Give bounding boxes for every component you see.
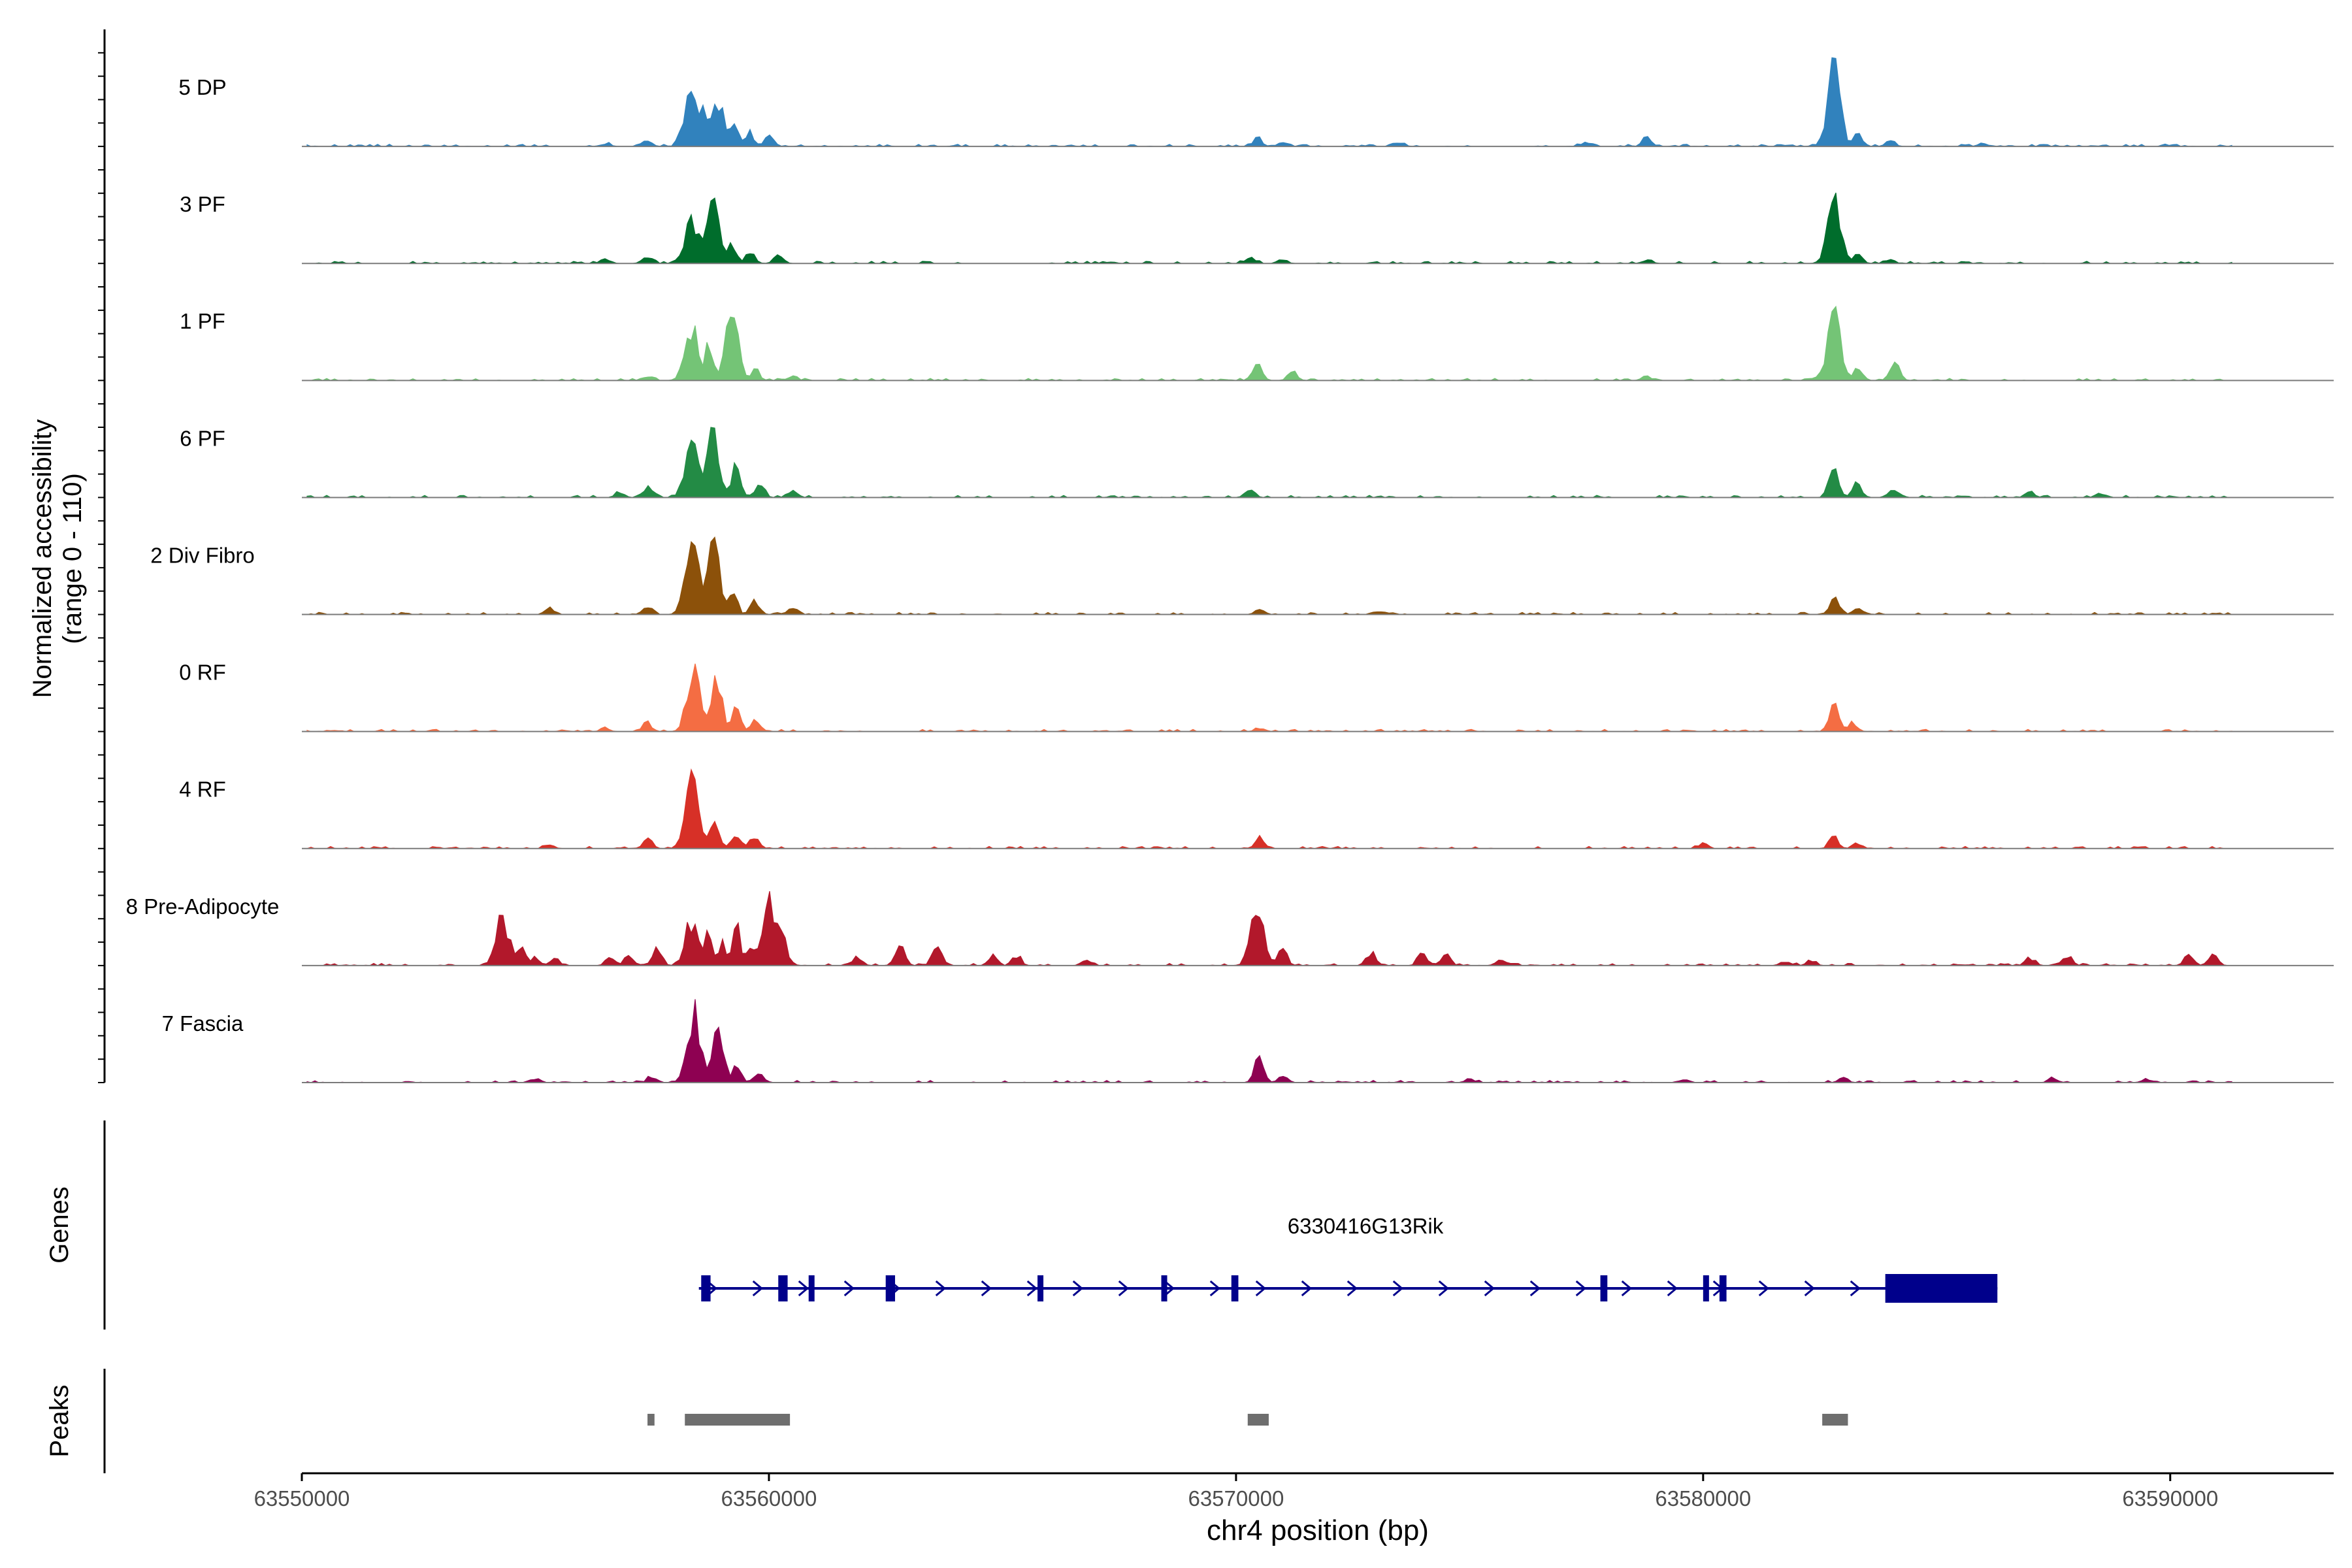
strand-arrow	[843, 1280, 855, 1297]
track-label-3: 1 PF	[180, 309, 225, 333]
track-label-5: 2 Div Fibro	[150, 543, 255, 567]
x-tick-label: 63550000	[254, 1486, 350, 1511]
strand-arrow	[1850, 1280, 1861, 1297]
strand-arrow	[1758, 1280, 1770, 1297]
x-tick-label: 63590000	[2122, 1486, 2218, 1511]
strand-arrow	[1301, 1280, 1313, 1297]
x-axis-title: chr4 position (bp)	[1207, 1514, 1429, 1546]
strand-arrow	[935, 1280, 947, 1297]
track-label-4: 6 PF	[180, 426, 225, 450]
strand-arrow	[1667, 1280, 1678, 1297]
exon	[808, 1275, 815, 1301]
track-label-2: 3 PF	[180, 192, 225, 216]
strand-arrow	[1804, 1280, 1816, 1297]
exon	[1600, 1275, 1608, 1301]
track-labels: 5 DP 3 PF 1 PF 6 PF 2 Div Fibro 0 RF 4 RF 8 Pre…	[126, 75, 280, 1036]
peaks-track-label: Peaks	[45, 1384, 74, 1457]
exon	[1703, 1275, 1709, 1301]
strand-arrow	[1164, 1280, 1175, 1297]
peak-regions	[647, 1414, 1848, 1426]
strand-arrow	[1026, 1280, 1038, 1297]
exon	[701, 1275, 711, 1301]
track-label-1: 5 DP	[178, 75, 226, 99]
exon	[778, 1275, 788, 1301]
strand-arrow	[1484, 1280, 1495, 1297]
strand-arrow	[798, 1280, 809, 1297]
peak-region	[1822, 1414, 1848, 1426]
exon	[885, 1275, 895, 1301]
strand-arrow	[1347, 1280, 1358, 1297]
strand-arrow	[1118, 1280, 1130, 1297]
accessibility-tracks	[302, 57, 2334, 1083]
strand-arrow	[1621, 1280, 1633, 1297]
strand-arrow	[752, 1280, 764, 1297]
track-label-8: 8 Pre-Adipocyte	[126, 894, 280, 919]
exon	[1231, 1275, 1239, 1301]
x-tick-label: 63560000	[721, 1486, 817, 1511]
x-axis-ticks: 63550000 63560000 63570000 63580000 63590000	[254, 1473, 2218, 1511]
track-label-6: 0 RF	[179, 661, 226, 685]
x-tick-label: 63570000	[1188, 1486, 1284, 1511]
genes-track-label: Genes	[45, 1186, 74, 1264]
exon	[1719, 1275, 1727, 1301]
exon	[1885, 1274, 1998, 1303]
track-label-7: 4 RF	[179, 777, 226, 802]
peak-region	[685, 1414, 791, 1426]
coverage-y-ticks	[98, 52, 105, 1083]
strand-arrow	[981, 1280, 992, 1297]
peak-region	[1247, 1414, 1269, 1426]
strand-arrow	[1392, 1280, 1404, 1297]
strand-arrow	[1575, 1280, 1587, 1297]
strand-arrow	[1438, 1280, 1450, 1297]
x-tick-label: 63580000	[1655, 1486, 1751, 1511]
y-axis-title-line1: Normalized accessibility	[28, 419, 57, 698]
gene-model	[698, 1274, 1998, 1303]
exon	[1161, 1275, 1168, 1301]
coverage-area-9	[306, 999, 2232, 1083]
strand-arrow	[1209, 1280, 1221, 1297]
gene-name-label: 6330416G13Rik	[1288, 1214, 1444, 1238]
strand-arrow	[1529, 1280, 1541, 1297]
strand-arrow	[1072, 1280, 1084, 1297]
track-label-9: 7 Fascia	[162, 1011, 244, 1036]
y-axis-title-line2: (range 0 - 110)	[58, 473, 87, 644]
strand-arrow	[1255, 1280, 1267, 1297]
peak-region	[647, 1414, 655, 1426]
exon	[1037, 1275, 1044, 1301]
